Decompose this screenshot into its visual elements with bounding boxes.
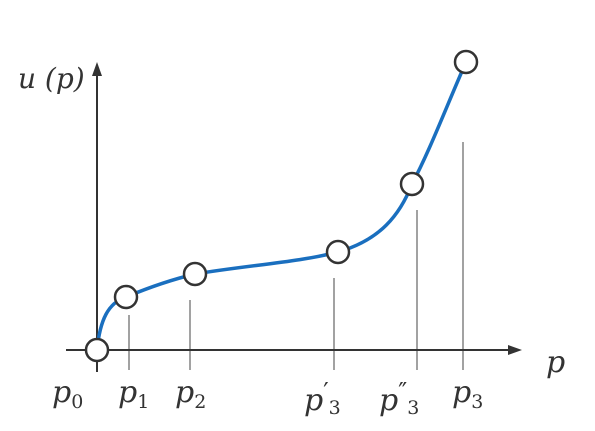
y-axis-arrow [92,62,102,76]
x-axis-arrow [508,345,522,355]
tick-base: p [118,375,137,410]
x-axis-label: p [546,345,565,380]
tick-sub: 3 [407,397,419,419]
tick-label-p0: p0 [52,375,83,413]
point-p3 [453,49,479,75]
guide-lines [128,142,464,370]
tick-sub: 3 [329,397,341,419]
axes [66,62,522,372]
tick-base: p [452,375,471,410]
curve-points [84,49,479,363]
point-p3-double-prime [399,171,425,197]
tick-label-p1: p1 [118,375,149,413]
tick-base: p [379,383,398,418]
utility-curve [95,60,468,352]
point-p1 [113,284,139,310]
tick-base: p [175,375,194,410]
point-p0 [84,337,110,363]
tick-label-p3-double-prime: p″3 [379,378,419,419]
tick-base: p [304,383,323,418]
tick-sub: 2 [194,391,206,413]
tick-sub: 3 [471,391,483,413]
y-axis-label: u (p) [18,62,85,95]
tick-sub: 0 [71,391,83,413]
tick-base: p [52,375,71,410]
tick-sub: 1 [137,391,149,413]
tick-prime: ′ [323,378,328,406]
point-p2 [182,261,208,287]
tick-prime: ″ [398,378,407,406]
point-p3-prime [325,239,351,265]
tick-label-p2: p2 [175,375,206,413]
tick-label-p3-prime: p′3 [304,378,341,419]
tick-label-p3: p3 [452,375,483,413]
